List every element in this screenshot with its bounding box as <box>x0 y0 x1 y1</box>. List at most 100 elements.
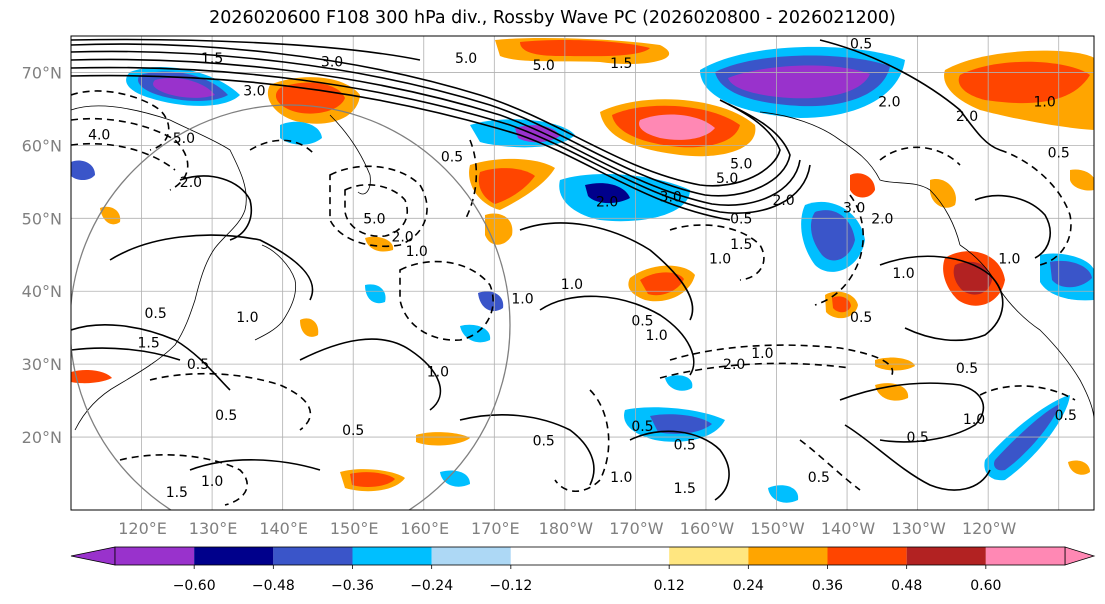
latitude-label: 50°N <box>22 209 62 228</box>
range-circle <box>71 104 511 510</box>
contour-neg-17 <box>249 139 316 156</box>
contour-label: 0.5 <box>187 357 209 373</box>
contour-neg-2 <box>71 117 189 191</box>
longitude-label: 160°W <box>680 519 735 538</box>
contour-label: 1.5 <box>610 56 632 72</box>
contour-label: 1.0 <box>751 346 773 362</box>
shade-purple-nw2 <box>153 77 215 98</box>
shade-navy-mid2 <box>585 183 630 204</box>
shade-red-w <box>275 82 345 114</box>
contour-neg-6 <box>399 260 494 341</box>
latitude-labels: 70°N 60°N 50°N 40°N 30°N 20°N <box>22 63 62 447</box>
contour-label: 5.0 <box>173 131 195 147</box>
colorbar-tick-label: 0.60 <box>970 578 1001 594</box>
shade-blue-s4 <box>650 414 712 434</box>
colorbar-segment <box>115 547 195 565</box>
contour-label: 1.0 <box>963 412 985 428</box>
contour-label: 1.5 <box>166 485 188 501</box>
contour-label: 3.0 <box>243 84 265 100</box>
contour-e-2 <box>974 194 1051 259</box>
contour-s-2 <box>844 424 991 491</box>
colorbar-tick-label: 0.24 <box>733 578 764 594</box>
contour-label: 0.5 <box>533 434 555 450</box>
longitude-label: 130°W <box>891 519 946 538</box>
longitude-label: 150°W <box>750 519 805 538</box>
colorbar-segment <box>352 547 432 565</box>
convergence-contours <box>71 90 1076 506</box>
contour-label: 1.0 <box>201 474 223 490</box>
colorbar-extend-min <box>70 546 116 566</box>
shade-blue-far-e <box>1050 260 1092 288</box>
colorbar <box>70 546 1096 566</box>
contour-label: 0.5 <box>441 149 463 165</box>
contour-label: 1.5 <box>201 51 223 67</box>
contour-label: 2.0 <box>596 195 618 211</box>
shade-orange-w2 <box>300 318 319 337</box>
shade-cyan-w6 <box>280 121 322 145</box>
contour-jet-1 <box>71 43 781 187</box>
contour-label: 2.0 <box>180 175 202 191</box>
contour-label: 0.5 <box>1055 408 1077 424</box>
shade-cyan-w3 <box>365 284 386 304</box>
map-frame <box>70 35 1095 511</box>
colorbar-tick-label: −0.48 <box>252 578 295 594</box>
map-gridlines <box>71 36 1094 510</box>
latitude-label: 60°N <box>22 136 62 155</box>
contour-jet-5 <box>71 74 731 221</box>
colorbar-segment <box>827 547 907 565</box>
latitude-label: 20°N <box>22 428 62 447</box>
longitude-label: 120°E <box>118 519 167 538</box>
longitude-label: 140°W <box>821 519 876 538</box>
contour-mid-3 <box>71 347 181 361</box>
contour-label: 1.0 <box>892 266 914 282</box>
contour-neg-5 <box>344 184 409 237</box>
colorbar-frame <box>114 546 1066 566</box>
contour-label: 0.5 <box>730 211 752 227</box>
contour-neg-15 <box>149 372 312 431</box>
contour-mid-5 <box>519 222 694 321</box>
colorbar-segment <box>906 547 986 565</box>
contour-label: 0.5 <box>850 310 872 326</box>
contour-label: 1.0 <box>1033 95 1055 111</box>
contour-label: 5.0 <box>730 157 752 173</box>
contour-jet-2 <box>71 50 791 197</box>
figure-title: 2026020600 F108 300 hPa div., Rossby Wav… <box>209 8 896 28</box>
shade-orange-s1 <box>416 432 470 446</box>
contour-label: 1.0 <box>236 310 258 326</box>
contour-s-1 <box>839 382 985 443</box>
contour-label: 4.0 <box>88 127 110 143</box>
contour-neg-14 <box>799 439 861 491</box>
contour-label: 1.0 <box>561 277 583 293</box>
contour-s-5 <box>189 459 321 471</box>
contour-label: 3.0 <box>843 200 865 216</box>
contour-label: 1.0 <box>610 470 632 486</box>
contour-jet-4 <box>71 66 811 214</box>
colorbar-segment <box>431 547 511 565</box>
shade-orange-se3 <box>1068 460 1090 475</box>
contour-neg-16 <box>119 454 248 506</box>
contour-label: 3.0 <box>321 55 343 71</box>
longitude-labels: 120°E 130°E 140°E 150°E 160°E 170°E 180°W 170°W… <box>118 519 1016 538</box>
contour-s-3 <box>459 414 595 486</box>
shade-orange-ne3 <box>1070 169 1094 191</box>
longitude-label: 170°E <box>471 519 520 538</box>
map-background <box>71 36 1094 510</box>
contour-neg-7 <box>669 224 765 281</box>
longitude-label: 130°E <box>189 519 238 538</box>
contour-neg-3 <box>71 142 176 171</box>
contour-label: 1.0 <box>998 251 1020 267</box>
colorbar-tick-label: 0.36 <box>812 578 843 594</box>
colorbar-segment <box>669 547 749 565</box>
divergence-shading <box>71 37 1094 503</box>
latitude-label: 70°N <box>22 63 62 82</box>
contour-label: 0.5 <box>674 437 696 453</box>
colorbar-tick-label: −0.12 <box>489 578 532 594</box>
shade-cyan-s3 <box>440 470 470 487</box>
contour-label: 1.0 <box>406 244 428 260</box>
contour-label: 1.0 <box>511 292 533 308</box>
contour-label: 2.0 <box>772 193 794 209</box>
colorbar-segment <box>748 547 828 565</box>
contour-neg-11 <box>669 344 894 379</box>
coastline-asia <box>71 105 247 431</box>
